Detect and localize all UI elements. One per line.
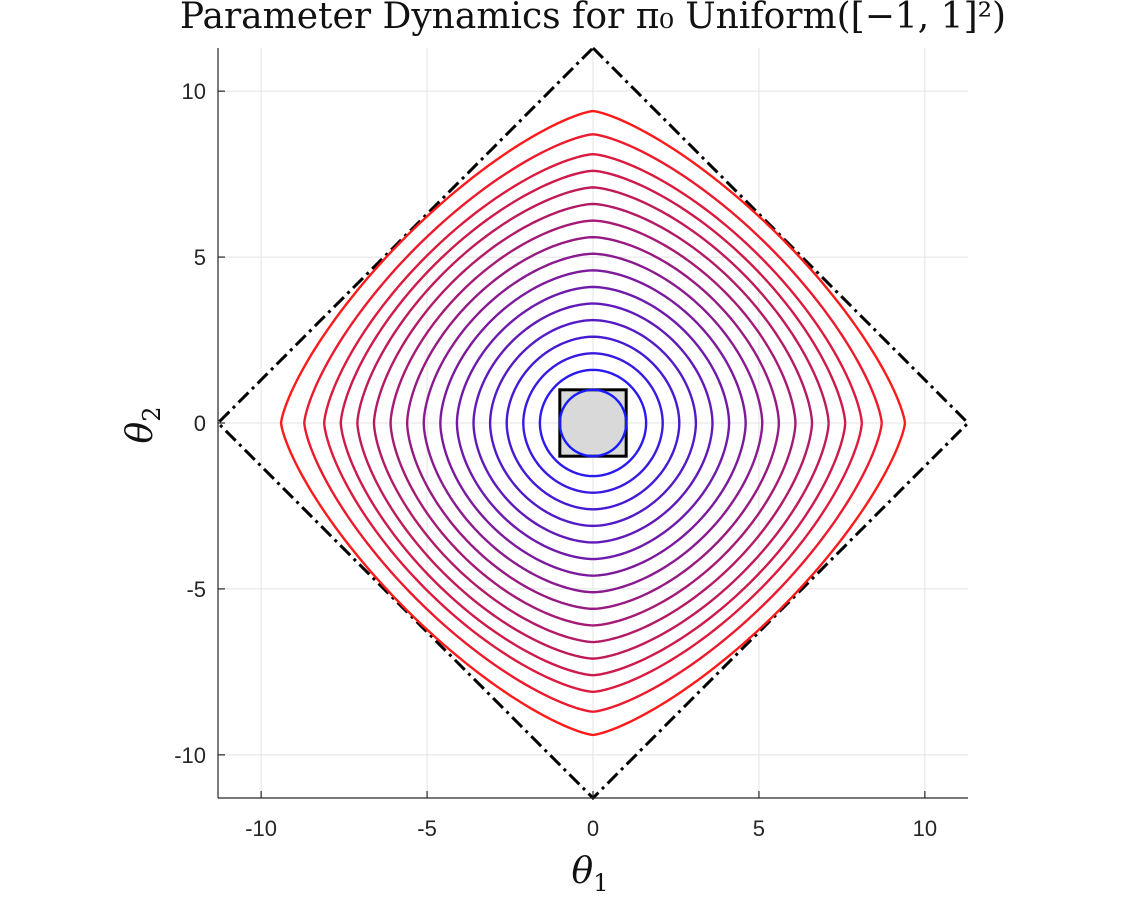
contour-line-4 (488, 318, 698, 528)
chart-title: Parameter Dynamics for π₀ Uniform([−1, 1… (180, 0, 1006, 37)
y-tick-label-2: 0 (194, 411, 206, 436)
contour-line-6 (455, 285, 731, 561)
y-axis-label-base: θ (120, 421, 161, 443)
y-axis-label-sub: 2 (138, 407, 166, 422)
contour-series (279, 109, 907, 737)
x-axis-label: θ1 (572, 851, 609, 897)
contour-line-15 (303, 133, 883, 713)
x-tick-label-0: -10 (245, 816, 277, 841)
y-tick-label-3: 5 (194, 245, 206, 270)
contour-line-7 (439, 269, 747, 577)
x-tick-label-3: 5 (753, 816, 765, 841)
contour-line-11 (372, 202, 814, 644)
y-tick-label-4: 10 (182, 79, 206, 104)
y-axis-label: θ2 (120, 407, 166, 444)
x-axis-label-base: θ (572, 851, 594, 892)
x-axis-label-sub: 1 (593, 869, 608, 897)
contour-line-10 (389, 219, 797, 627)
y-tick-label-1: -5 (186, 577, 206, 602)
contour-line-2 (522, 352, 664, 494)
initial-support-square (558, 388, 628, 458)
initial-support-square-rect (558, 388, 628, 458)
x-tick-label-1: -5 (417, 816, 437, 841)
x-tick-label-4: 10 (913, 816, 937, 841)
x-tick-label-2: 0 (587, 816, 599, 841)
contour-line-16 (279, 109, 907, 737)
contour-line-12 (356, 186, 830, 660)
contour-line-0 (558, 388, 628, 458)
y-tick-label-0: -10 (174, 743, 206, 768)
y-tick-labels: -10 -5 0 5 10 (174, 79, 206, 768)
contour-line-13 (339, 169, 847, 677)
x-tick-labels: -10 -5 0 5 10 (245, 816, 937, 841)
grid-lines (218, 48, 968, 798)
contour-line-5 (472, 302, 714, 544)
contour-line-9 (405, 235, 781, 611)
contour-line-8 (422, 252, 764, 594)
axes-frame (217, 48, 968, 799)
contour-line-1 (538, 368, 648, 478)
contour-line-14 (322, 152, 864, 694)
contour-line-3 (505, 335, 681, 511)
